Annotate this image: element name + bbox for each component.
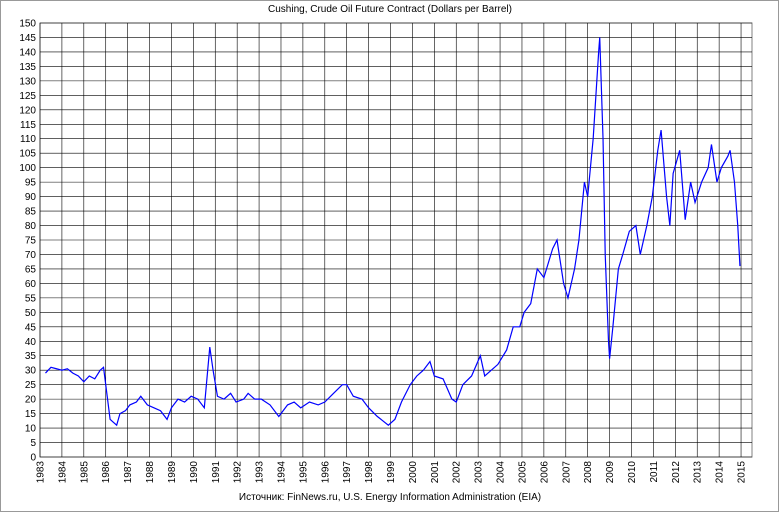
y-tick-label: 15 bbox=[25, 409, 37, 420]
x-tick-label: 1995 bbox=[298, 461, 309, 484]
x-tick-label: 2013 bbox=[693, 461, 704, 484]
y-tick-label: 40 bbox=[25, 337, 37, 348]
x-tick-label: 1992 bbox=[233, 461, 244, 484]
source-note: Источник: FinNews.ru, U.S. Energy Inform… bbox=[239, 492, 541, 503]
x-tick-label: 1989 bbox=[167, 461, 178, 484]
y-tick-label: 95 bbox=[25, 178, 37, 189]
y-tick-label: 35 bbox=[25, 351, 37, 362]
y-tick-label: 135 bbox=[19, 62, 36, 73]
x-tick-label: 2012 bbox=[671, 461, 682, 484]
chart-title: Cushing, Crude Oil Future Contract (Doll… bbox=[268, 4, 512, 15]
y-tick-label: 75 bbox=[25, 236, 37, 247]
y-tick-label: 45 bbox=[25, 322, 37, 333]
x-tick-label: 2001 bbox=[430, 461, 441, 484]
y-tick-label: 25 bbox=[25, 380, 37, 391]
x-tick-label: 2014 bbox=[715, 461, 726, 484]
x-tick-label: 1994 bbox=[276, 461, 287, 484]
y-tick-label: 85 bbox=[25, 207, 37, 218]
x-tick-label: 2007 bbox=[561, 461, 572, 484]
y-tick-label: 5 bbox=[30, 438, 36, 449]
x-tick-label: 1991 bbox=[211, 461, 222, 484]
x-tick-label: 1988 bbox=[145, 461, 156, 484]
x-tick-label: 2010 bbox=[627, 461, 638, 484]
y-tick-label: 90 bbox=[25, 192, 37, 203]
x-tick-label: 1996 bbox=[320, 461, 331, 484]
y-tick-label: 65 bbox=[25, 264, 37, 275]
x-tick-label: 1986 bbox=[101, 461, 112, 484]
y-tick-label: 70 bbox=[25, 250, 37, 261]
y-tick-label: 30 bbox=[25, 366, 37, 377]
x-tick-label: 2006 bbox=[539, 461, 550, 484]
x-tick-label: 1983 bbox=[36, 461, 47, 484]
x-tick-label: 1985 bbox=[79, 461, 90, 484]
x-tick-label: 2000 bbox=[408, 461, 419, 484]
x-tick-label: 1999 bbox=[386, 461, 397, 484]
x-tick-label: 1998 bbox=[364, 461, 375, 484]
y-tick-label: 0 bbox=[30, 453, 36, 464]
y-tick-label: 110 bbox=[20, 134, 36, 145]
x-tick-label: 2004 bbox=[496, 461, 507, 484]
x-tick-label: 1990 bbox=[189, 461, 200, 484]
y-tick-label: 50 bbox=[25, 308, 37, 319]
y-tick-label: 115 bbox=[20, 120, 36, 131]
x-tick-label: 1984 bbox=[57, 461, 68, 484]
y-tick-label: 130 bbox=[19, 76, 36, 87]
y-tick-label: 105 bbox=[19, 149, 36, 160]
y-tick-label: 60 bbox=[25, 279, 37, 290]
y-tick-label: 10 bbox=[25, 424, 37, 435]
x-tick-label: 2015 bbox=[737, 461, 748, 484]
y-tick-label: 80 bbox=[25, 221, 37, 232]
x-tick-label: 1997 bbox=[342, 461, 353, 484]
x-tick-label: 2005 bbox=[517, 461, 528, 484]
x-tick-label: 1987 bbox=[123, 461, 134, 484]
y-tick-label: 125 bbox=[19, 91, 36, 102]
y-tick-label: 150 bbox=[19, 19, 36, 30]
y-tick-label: 145 bbox=[19, 33, 36, 44]
y-tick-label: 140 bbox=[19, 47, 36, 58]
x-tick-label: 2009 bbox=[605, 461, 616, 484]
y-tick-label: 120 bbox=[19, 105, 36, 116]
x-tick-label: 1993 bbox=[255, 461, 266, 484]
y-tick-label: 55 bbox=[25, 293, 37, 304]
price-line bbox=[45, 37, 741, 427]
x-tick-label: 2011 bbox=[649, 461, 660, 483]
x-tick-label: 2002 bbox=[452, 461, 463, 484]
x-tick-label: 2003 bbox=[474, 461, 485, 484]
x-tick-label: 2008 bbox=[583, 461, 594, 484]
y-tick-label: 100 bbox=[19, 163, 36, 174]
y-tick-label: 20 bbox=[25, 395, 37, 406]
